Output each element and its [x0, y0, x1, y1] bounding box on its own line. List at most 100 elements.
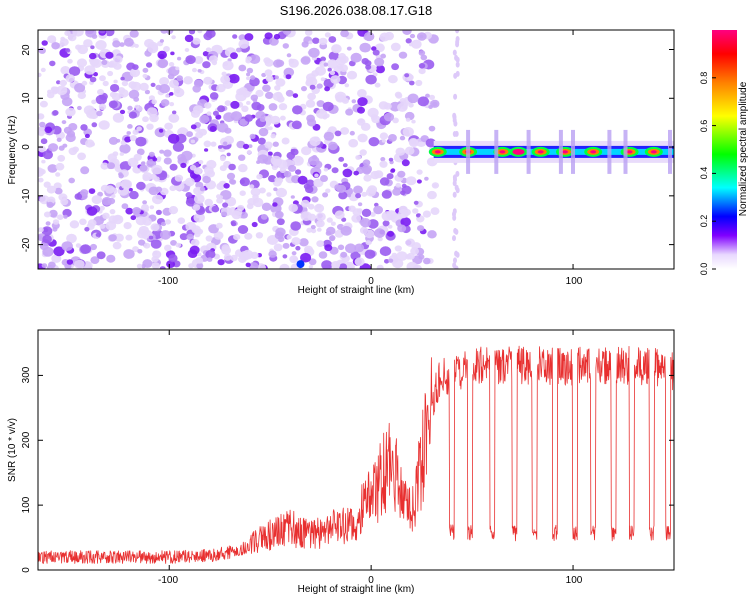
heatmap-noise-blob [351, 214, 362, 223]
heatmap-noise-blob [128, 81, 137, 89]
heatmap-noise-blob [384, 259, 390, 264]
heatmap-noise-blob [95, 40, 107, 50]
heatmap-noise-blob [175, 242, 182, 248]
heatmap-noise-blob [286, 234, 292, 240]
heatmap-noise-blob [41, 40, 48, 46]
heatmap-noise-blob [194, 56, 204, 64]
heatmap-noise-blob [130, 215, 137, 221]
heatmap-streak [526, 129, 531, 174]
heatmap-noise-blob [183, 76, 193, 85]
heatmap-noise-blob [320, 56, 326, 62]
heatmap-noise-blob [265, 116, 271, 122]
heatmap-noise-blob [455, 170, 460, 177]
heatmap-noise-blob [84, 65, 96, 75]
heatmap-noise-blob [83, 39, 93, 48]
heatmap-noise-blob [85, 139, 95, 148]
heatmap-noise-blob [316, 212, 326, 221]
heatmap-noise-blob [98, 103, 107, 111]
heatmap-noise-blob [181, 150, 193, 161]
heatmap-noise-blob [190, 124, 197, 130]
heatmap-noise-blob [57, 214, 64, 220]
heatmap-noise-blob [264, 141, 273, 149]
heatmap-noise-blob [282, 43, 289, 49]
heatmap-noise-blob [75, 44, 82, 50]
heatmap-noise-blob [371, 115, 381, 124]
heatmap-noise-blob [246, 150, 252, 155]
heatmap-noise-blob [98, 120, 110, 130]
heatmap-noise-blob [378, 101, 389, 110]
heatmap-noise-blob [291, 120, 302, 130]
heatmap-noise-blob [189, 245, 200, 255]
heatmap-noise-blob [68, 177, 75, 184]
heatmap-noise-blob [330, 75, 341, 84]
heatmap-noise-blob [357, 202, 363, 207]
heatmap-noise-blob [90, 45, 95, 50]
heatmap-noise-blob [290, 195, 295, 199]
heatmap-noise-blob [127, 105, 133, 111]
heatmap-noise-blob [40, 138, 48, 145]
heatmap-noise-blob [59, 79, 67, 87]
heatmap-noise-blob [74, 259, 85, 269]
heatmap-noise-blob [353, 185, 363, 195]
heatmap-noise-blob [148, 151, 155, 157]
heatmap-noise-blob [361, 208, 372, 217]
heatmap-noise-blob [374, 57, 385, 67]
heatmap-noise-blob [152, 194, 164, 205]
heatmap-noise-blob [149, 113, 159, 123]
heatmap-noise-blob [195, 257, 204, 264]
heatmap-streak [466, 129, 471, 174]
heatmap-noise-blob [65, 133, 76, 143]
heatmap-noise-blob [134, 43, 139, 48]
heatmap-noise-blob [141, 264, 146, 269]
heatmap-noise-blob [79, 218, 87, 226]
heatmap-noise-blob [132, 64, 139, 70]
heatmap-noise-blob [101, 59, 108, 65]
heatmap-noise-blob [309, 84, 316, 90]
heatmap-noise-blob [144, 207, 150, 212]
heatmap-noise-blob [102, 80, 109, 87]
snr-ytick-label: 0 [21, 567, 32, 573]
heatmap-noise-blob [38, 235, 42, 240]
heatmap-noise-blob [112, 151, 119, 157]
heatmap-noise-blob [430, 207, 440, 216]
heatmap-noise-blob [226, 152, 231, 157]
heatmap-noise-blob [191, 225, 201, 234]
snr-xtick-label: -100 [158, 575, 178, 586]
heatmap-noise-blob [85, 30, 97, 38]
heatmap-noise-blob [307, 118, 317, 127]
heatmap-noise-blob [416, 32, 427, 41]
heatmap-noise-blob [185, 55, 196, 65]
heatmap-noise-blob [121, 80, 129, 87]
heatmap-noise-blob [363, 174, 372, 182]
heatmap-noise-blob [177, 56, 182, 61]
heatmap-noise-blob [123, 249, 135, 259]
heatmap-noise-blob [123, 37, 134, 47]
heatmap-noise-blob [327, 59, 338, 69]
heatmap-noise-blob [275, 78, 286, 87]
heatmap-noise-blob [43, 211, 51, 218]
heatmap-noise-blob [65, 107, 76, 117]
heatmap-noise-blob [221, 211, 228, 217]
heatmap-noise-blob [388, 75, 398, 84]
heatmap-noise-blob [217, 122, 229, 133]
heatmap-noise-blob [204, 148, 209, 152]
heatmap-noise-blob [164, 122, 173, 130]
heatmap-noise-blob [39, 121, 46, 128]
heatmap-streak [668, 129, 672, 174]
heatmap-noise-blob [148, 95, 155, 101]
heatmap-noise-blob [129, 135, 137, 142]
heatmap-noise-blob [415, 79, 423, 87]
heatmap-streak [571, 129, 575, 174]
heatmap-noise-blob [120, 76, 125, 81]
heatmap-noise-blob [331, 167, 339, 174]
heatmap-noise-blob [273, 243, 283, 252]
heatmap-noise-blob [354, 257, 365, 267]
heatmap-noise-blob [223, 253, 232, 261]
heatmap-noise-blob [55, 172, 61, 177]
heatmap-noise-blob [411, 119, 416, 124]
heatmap-noise-blob [113, 55, 123, 64]
colorbar-tick-label: 0.4 [699, 167, 709, 180]
heatmap-noise-blob [362, 167, 372, 175]
heatmap-noise-blob [209, 92, 219, 100]
